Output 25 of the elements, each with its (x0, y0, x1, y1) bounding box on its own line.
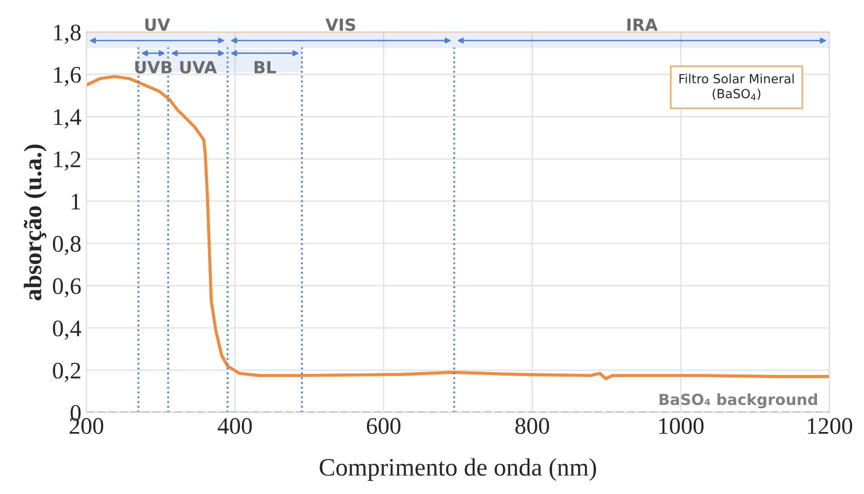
y-axis-title: absorção (u.a.) (24, 144, 46, 300)
y-tick-label: 1 (72, 194, 80, 210)
y-tick-label: 1,2 (54, 151, 80, 171)
ref-line-label: BaSO₄ background (660, 393, 818, 408)
band-label: UV (145, 18, 170, 31)
annotation: Filtro Solar Mineral (BaSO$_{4}$) (679, 74, 794, 100)
y-tick-label: 1,8 (54, 24, 81, 44)
band-label: BL (254, 61, 276, 74)
y-tick-label: 0,4 (52, 320, 82, 340)
band-label: UVA (180, 61, 217, 74)
y-tick-label: 1,6 (54, 66, 81, 86)
x-tick-label: 400 (218, 418, 252, 434)
x-tick-label: 800 (515, 418, 550, 434)
line-series (86, 74, 830, 380)
band-label: UVB (135, 61, 172, 74)
y-tick-label: 1,4 (54, 109, 82, 128)
y-tick-label: 0,2 (52, 362, 80, 382)
x-axis-title: Comprimento de onda (nm) (320, 458, 596, 481)
x-tick-label: 1000 (659, 418, 704, 434)
band-label: VIS (325, 18, 356, 31)
y-tick-label: 0,6 (52, 278, 81, 298)
x-tick-label: 600 (366, 418, 400, 434)
y-tick-label: 0,8 (52, 236, 81, 256)
band-label: IRA (627, 18, 658, 31)
x-tick-label: 1200 (808, 418, 852, 434)
